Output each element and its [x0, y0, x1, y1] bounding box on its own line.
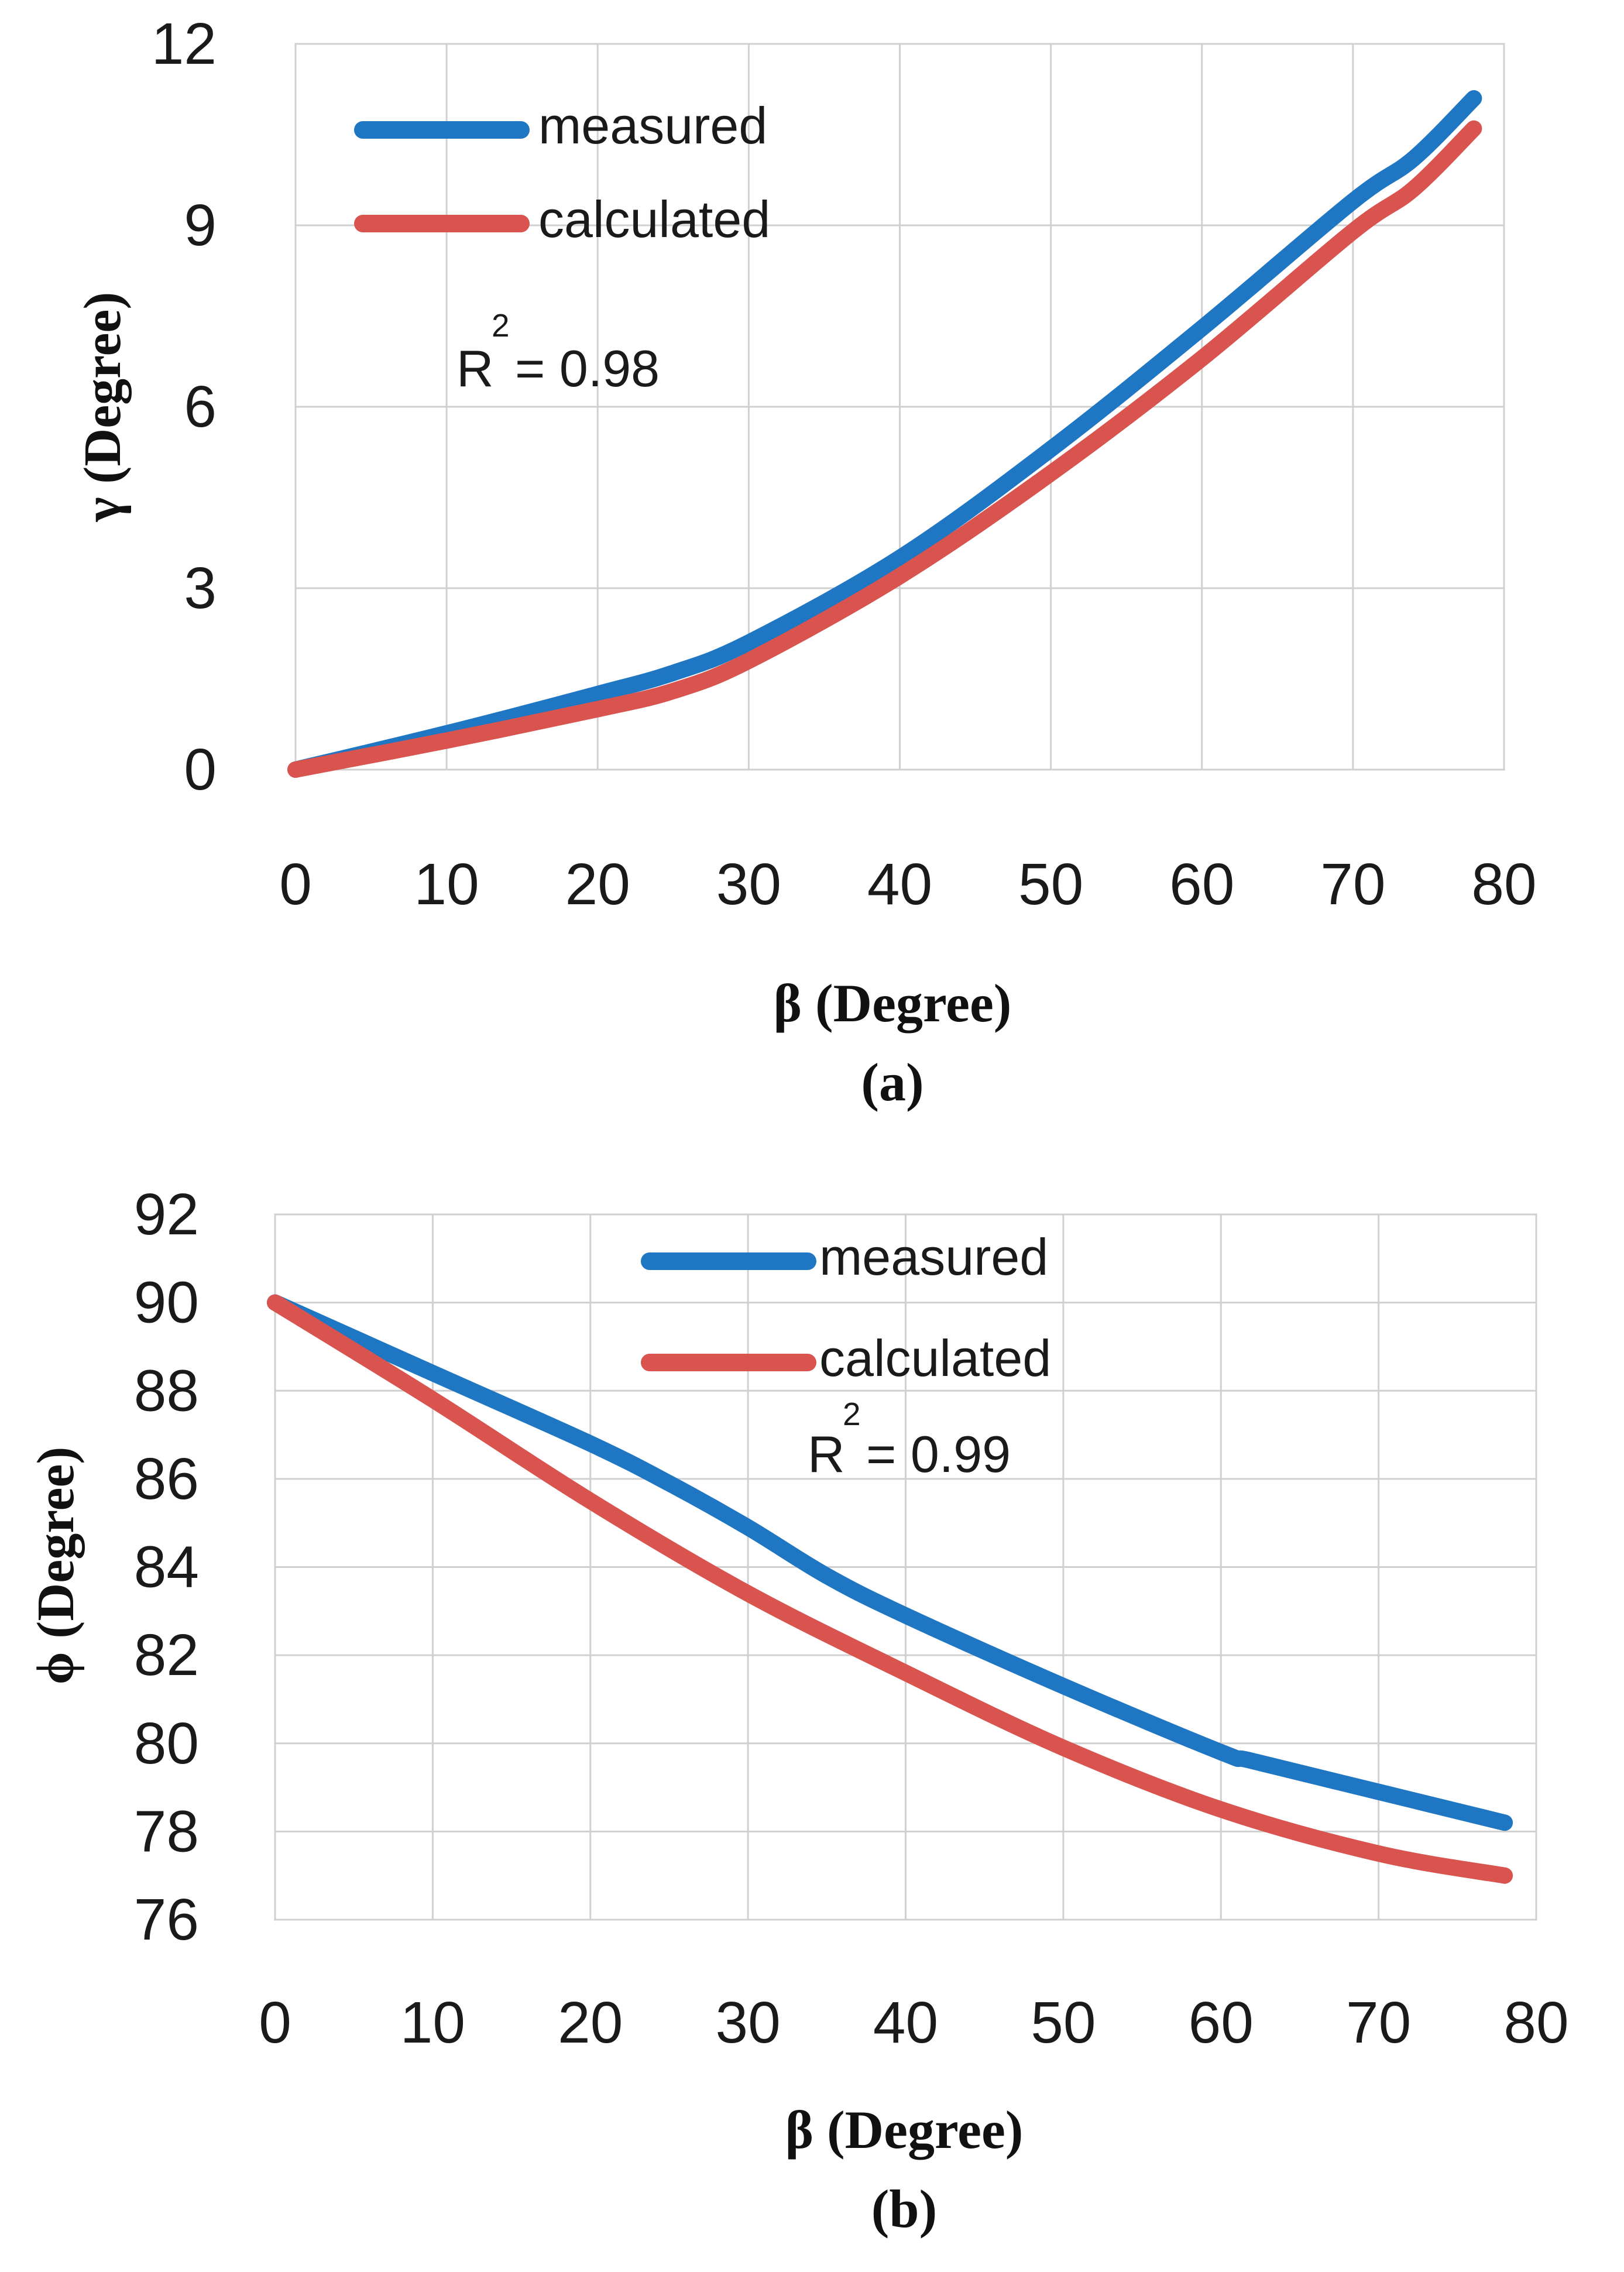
legend-label-measured-b: measured [819, 1228, 1048, 1286]
series-lines-a [287, 90, 1482, 778]
x-tick-label: 0 [279, 852, 312, 917]
y-axis-title-b: ϕ (Degree) [27, 1447, 85, 1685]
y-tick-label: 3 [184, 555, 217, 621]
series-line-measured-b [267, 1294, 1513, 1831]
x-tick-label: 30 [716, 1990, 781, 2055]
x-tick-label: 80 [1503, 1990, 1568, 2055]
r-squared-annotation-b: R 2 = 0.99 [808, 1396, 1011, 1483]
r-squared-superscript-a: 2 [492, 307, 510, 344]
legend-label-calculated-a: calculated [538, 190, 770, 248]
x-tick-label: 70 [1320, 852, 1385, 917]
y-tick-label: 82 [134, 1622, 199, 1688]
y-axis-title-a: γ (Degree) [74, 292, 132, 523]
y-tick-label: 88 [134, 1358, 199, 1423]
r-squared-superscript-b: 2 [843, 1396, 861, 1432]
x-tick-label: 60 [1169, 852, 1234, 917]
panel-caption-a: (a) [861, 1052, 923, 1112]
y-tick-label: 12 [152, 11, 217, 77]
x-tick-labels-a: 0 10 20 30 40 50 60 70 80 [279, 852, 1536, 917]
y-tick-label: 86 [134, 1446, 199, 1512]
x-tick-label: 50 [1031, 1990, 1096, 2055]
gridlines-b [274, 1213, 1537, 1921]
x-axis-title-a: β (Degree) [774, 973, 1012, 1033]
x-axis-title-b: β (Degree) [785, 2100, 1024, 2160]
x-tick-label: 40 [873, 1990, 938, 2055]
x-tick-label: 20 [565, 852, 630, 917]
series-line-calculated-b [267, 1294, 1513, 1884]
legend-label-measured-a: measured [538, 97, 767, 155]
x-tick-label: 60 [1189, 1990, 1254, 2055]
panel-caption-b: (b) [871, 2179, 937, 2239]
r-squared-value-a: = 0.98 [515, 339, 660, 397]
r-squared-base-b: R [808, 1425, 845, 1483]
x-tick-label: 80 [1471, 852, 1536, 917]
y-tick-label: 84 [134, 1535, 199, 1600]
x-tick-label: 0 [259, 1990, 291, 2055]
y-tick-label: 0 [184, 737, 217, 802]
y-tick-label: 9 [184, 193, 217, 258]
x-tick-label: 50 [1018, 852, 1083, 917]
series-line-calculated-a [287, 120, 1482, 778]
series-lines-b [267, 1294, 1513, 1884]
r-squared-value-b: = 0.99 [866, 1425, 1011, 1483]
x-tick-label: 10 [414, 852, 479, 917]
chart-panel-a: 0 10 20 30 40 50 60 70 80 0 3 6 9 12 measured calcul… [74, 11, 1537, 1112]
chart-panel-b: 0 10 20 30 40 50 60 70 80 76 78 80 82 84 86 88 90 92 mea… [27, 1182, 1569, 2239]
r-squared-base-a: R [456, 339, 494, 397]
y-tick-label: 6 [184, 374, 217, 440]
series-line-measured-a [287, 90, 1482, 778]
x-tick-label: 30 [716, 852, 781, 917]
legend-b: measured calculated [641, 1228, 1051, 1387]
y-tick-label: 90 [134, 1270, 199, 1336]
x-tick-labels-b: 0 10 20 30 40 50 60 70 80 [259, 1990, 1568, 2055]
legend-a: measured calculated [354, 97, 770, 248]
x-tick-label: 20 [558, 1990, 623, 2055]
x-tick-label: 10 [400, 1990, 465, 2055]
legend-label-calculated-b: calculated [819, 1329, 1051, 1387]
y-tick-label: 76 [134, 1887, 199, 1952]
x-tick-label: 70 [1346, 1990, 1411, 2055]
y-tick-labels-b: 76 78 80 82 84 86 88 90 92 [134, 1182, 199, 1952]
y-tick-labels-a: 0 3 6 9 12 [152, 11, 217, 802]
y-tick-label: 92 [134, 1182, 199, 1247]
y-tick-label: 78 [134, 1799, 199, 1864]
r-squared-annotation-a: R 2 = 0.98 [456, 307, 660, 397]
y-tick-label: 80 [134, 1711, 199, 1776]
x-tick-label: 40 [867, 852, 932, 917]
